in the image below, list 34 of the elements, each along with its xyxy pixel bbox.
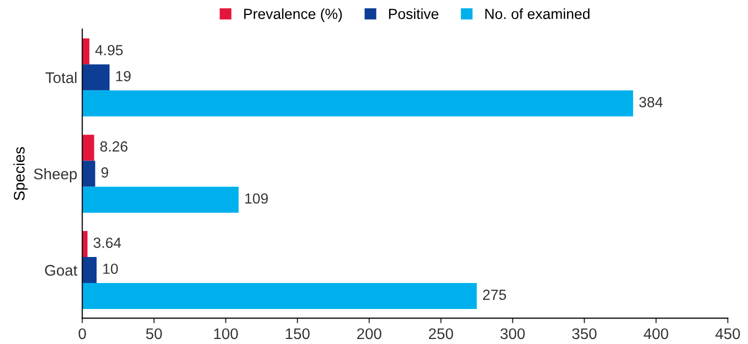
bar	[82, 64, 110, 90]
bar	[82, 134, 94, 161]
x-tick-label: 250	[428, 328, 454, 340]
x-tick-label: 300	[500, 328, 525, 340]
bar	[82, 283, 477, 310]
x-tick-label: 0	[78, 328, 86, 340]
data-label: 10	[103, 264, 118, 274]
data-label: 8.26	[100, 141, 128, 152]
y-axis-title: Species	[13, 147, 28, 200]
data-label: 4.95	[95, 44, 123, 56]
y-tick-label: Total	[46, 72, 76, 84]
bar	[82, 38, 90, 64]
bar	[82, 257, 97, 284]
bar	[82, 160, 96, 187]
bar	[82, 186, 239, 213]
data-label: 384	[639, 96, 663, 108]
data-label: 109	[245, 193, 268, 204]
x-tick-label: 150	[286, 328, 310, 340]
x-tick-label: 50	[146, 328, 162, 340]
x-tick-label: 100	[214, 328, 238, 340]
data-label: 19	[116, 70, 131, 82]
data-label: 3.64	[94, 238, 122, 248]
bar	[82, 90, 634, 116]
x-tick-label: 450	[715, 328, 740, 340]
legend-label: Prevalence (%)	[244, 8, 342, 22]
legend-label: Positive	[389, 8, 438, 20]
x-tick-label: 400	[644, 328, 668, 340]
data-label: 9	[101, 167, 108, 178]
x-tick-label: 350	[572, 328, 597, 340]
y-tick-label: Goat	[45, 264, 78, 276]
x-tick-label: 200	[357, 328, 382, 340]
legend-label: No. of examined	[485, 8, 590, 20]
data-label: 275	[483, 290, 506, 300]
y-tick-label: Sheep	[34, 168, 77, 182]
